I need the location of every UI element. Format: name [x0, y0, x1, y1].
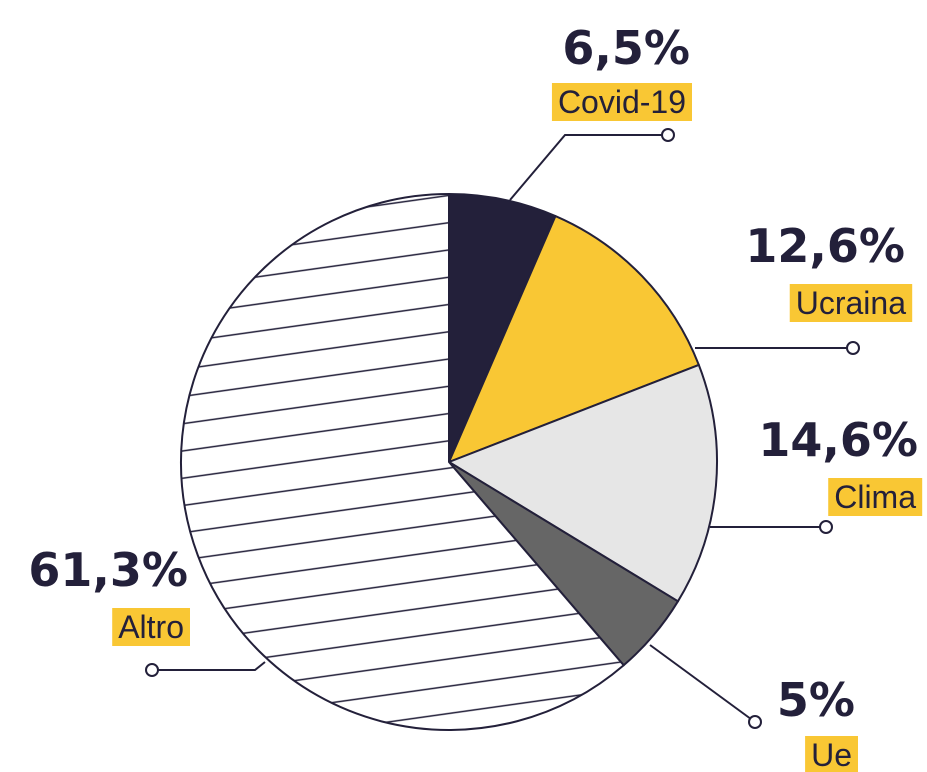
label-background — [112, 608, 190, 646]
value-label: 12,6% — [745, 219, 905, 273]
pie-slice — [448, 215, 700, 463]
leader-dot — [846, 341, 860, 355]
category-label: Clima — [828, 478, 923, 516]
category-text: Clima — [834, 479, 916, 515]
category-label: Covid-19 — [551, 83, 692, 121]
category-text: Ucraina — [796, 285, 906, 321]
leader-line — [152, 661, 266, 671]
category-label: Altro — [112, 608, 190, 646]
label-background — [828, 478, 923, 516]
value-label: 5% — [777, 673, 855, 727]
leader-line — [509, 134, 668, 201]
value-label: 6,5% — [562, 21, 690, 75]
label-background — [789, 284, 913, 322]
leader-line — [649, 644, 756, 723]
category-text: Ue — [811, 737, 852, 772]
leader-dot — [748, 715, 762, 729]
category-text: Altro — [118, 609, 184, 645]
category-label: Ucraina — [789, 284, 913, 322]
category-label: Ue — [805, 736, 858, 772]
pie-slice — [448, 193, 557, 463]
label-background — [551, 83, 692, 121]
value-label: 14,6% — [758, 413, 918, 467]
leader-dot — [819, 520, 833, 534]
pie-slice — [179, 193, 625, 731]
label-background — [805, 736, 858, 772]
value-label: 61,3% — [28, 543, 188, 597]
category-text: Covid-19 — [558, 84, 686, 120]
pie-slice — [448, 363, 718, 603]
leader-dot — [661, 128, 675, 142]
leader-dot — [145, 663, 159, 677]
